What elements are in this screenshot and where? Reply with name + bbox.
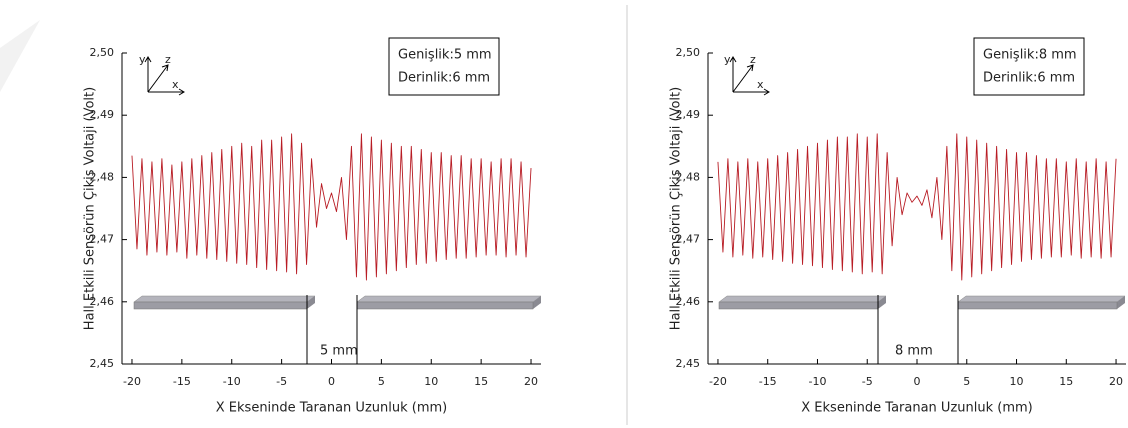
icon-label: x: [757, 78, 764, 91]
plate-top: [957, 295, 1126, 303]
y-tick-label: 2,48: [676, 170, 701, 183]
signal-line: [717, 133, 1117, 281]
y-tick-label: 2,48: [90, 170, 115, 183]
plate-front: [356, 301, 534, 310]
x-tick-label: -15: [173, 375, 191, 388]
x-tick-label: 0: [328, 375, 335, 388]
y-axis-label: Hall Etkili Sensörün Çikis Voltaji (Volt…: [83, 87, 98, 330]
icon-label: x: [172, 78, 179, 91]
corner-shade: [0, 20, 40, 92]
y-tick-label: 2,45: [90, 357, 115, 370]
y-tick-label: 2,50: [90, 46, 115, 59]
y-tick-label: 2,45: [676, 357, 701, 370]
x-tick-label: -20: [709, 375, 727, 388]
x-tick-label: 10: [424, 375, 438, 388]
plate-side: [533, 296, 541, 309]
icon-label: y: [139, 53, 146, 66]
info-text: Derinlik:6 mm: [983, 71, 1075, 86]
plate-front: [718, 301, 879, 310]
x-axis-label: X Ekseninde Taranan Uzunluk (mm): [216, 401, 447, 416]
plate-top: [133, 295, 316, 303]
info-box: [388, 37, 500, 96]
icon-label: z: [165, 53, 171, 66]
x-tick-label: 15: [1059, 375, 1073, 388]
plate-top: [718, 295, 887, 303]
icon-label: z: [750, 53, 756, 66]
x-tick-label: 10: [1010, 375, 1024, 388]
icon-label: y: [724, 53, 731, 66]
info-text: Genişlik:5 mm: [398, 48, 492, 63]
y-tick-label: 2,49: [90, 108, 115, 121]
icon-axes: [729, 56, 770, 96]
plate-side: [878, 296, 886, 309]
x-tick-label: 5: [378, 375, 385, 388]
info-text: Genişlik:8 mm: [983, 48, 1077, 63]
y-axis-label: Hall Etkili Sensörün Çikis Voltaji (Volt…: [669, 87, 684, 330]
x-tick-label: -10: [808, 375, 826, 388]
gap-label: 5 mm: [320, 344, 358, 359]
signal-line: [131, 133, 532, 281]
icon-axes: [144, 56, 185, 96]
gap-label: 8 mm: [895, 344, 933, 359]
x-tick-label: -15: [759, 375, 777, 388]
plate-front: [133, 301, 308, 310]
plate-side: [1117, 296, 1125, 309]
info-box: [973, 37, 1085, 96]
x-tick-label: 5: [963, 375, 970, 388]
y-tick-label: 2,47: [90, 233, 115, 246]
x-axis-label: X Ekseninde Taranan Uzunluk (mm): [801, 401, 1032, 416]
y-tick-label: 2,50: [676, 46, 701, 59]
x-tick-label: 20: [1109, 375, 1123, 388]
y-tick-label: 2,47: [676, 233, 701, 246]
plate-top: [356, 295, 542, 303]
x-tick-label: -10: [223, 375, 241, 388]
plate-side: [307, 296, 315, 309]
x-tick-label: 0: [914, 375, 921, 388]
x-tick-label: -20: [123, 375, 141, 388]
x-tick-label: -5: [276, 375, 287, 388]
x-tick-label: 20: [524, 375, 538, 388]
y-tick-label: 2,49: [676, 108, 701, 121]
y-tick-label: 2,46: [676, 295, 701, 308]
y-tick-label: 2,46: [90, 295, 115, 308]
x-tick-label: -5: [862, 375, 873, 388]
plate-front: [957, 301, 1118, 310]
x-tick-label: 15: [474, 375, 488, 388]
info-text: Derinlik:6 mm: [398, 71, 490, 86]
